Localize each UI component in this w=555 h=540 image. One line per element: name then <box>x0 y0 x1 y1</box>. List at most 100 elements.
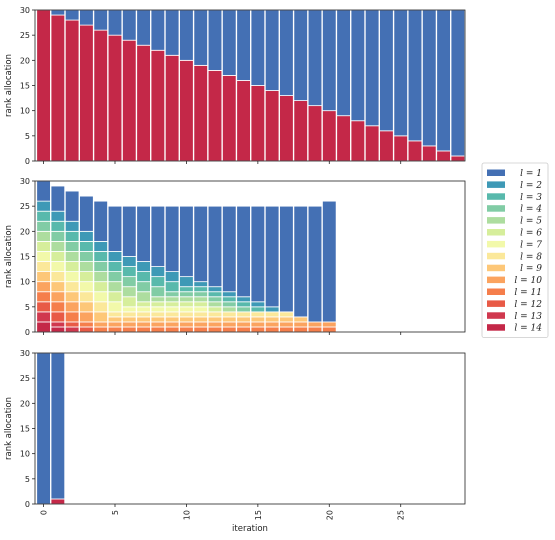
bar-segment-l9 <box>93 311 108 323</box>
bar-segment-l1 <box>322 9 337 112</box>
bar-stack <box>79 195 94 333</box>
bar-segment-l14 <box>107 34 123 162</box>
legend-item: l = 3 <box>487 193 542 203</box>
bar-segment-l2 <box>222 291 237 298</box>
bar-segment-l9 <box>136 316 151 323</box>
y-tick-label: 5 <box>25 132 30 141</box>
bar-segment-l7 <box>164 306 180 313</box>
bar-segment-l7 <box>93 291 108 303</box>
bar-stack <box>264 9 280 162</box>
legend-label: l = 1 <box>520 169 542 179</box>
y-axis-label: rank allocation <box>4 397 14 460</box>
bar-segment-l1 <box>422 9 437 147</box>
bar-segment-l1 <box>136 9 151 46</box>
bar-segment-l14 <box>79 24 94 162</box>
bar-segment-l1 <box>307 9 323 107</box>
bar-segment-l4 <box>236 306 251 313</box>
bar-segment-l3 <box>64 230 80 242</box>
bar-segment-l10 <box>79 311 94 323</box>
x-tick-label: 15 <box>254 510 263 520</box>
legend-swatch <box>487 276 505 284</box>
bar-segment-l14 <box>364 125 380 162</box>
bar-stack <box>307 205 323 333</box>
y-axis-label: rank allocation <box>4 54 14 117</box>
bar-stack <box>122 205 137 333</box>
bar-stack <box>164 205 180 333</box>
bar-segment-l6 <box>93 281 108 293</box>
bar-segment-l9 <box>107 316 123 323</box>
bar-segment-l5 <box>179 296 194 303</box>
bar-stack <box>264 205 280 333</box>
bar-segment-l11 <box>207 326 223 333</box>
bar-segment-l14 <box>164 54 180 162</box>
bar-segment-l10 <box>222 321 237 328</box>
bar-stack <box>193 205 208 333</box>
bar-segment-l6 <box>79 271 94 283</box>
bar-stack <box>150 205 166 333</box>
bar-segment-l7 <box>107 301 123 313</box>
bar-segment-l5 <box>79 261 94 272</box>
y-tick-label: 25 <box>20 31 30 40</box>
bar-segment-l6 <box>150 301 166 308</box>
y-tick-label: 0 <box>25 328 30 337</box>
bar-stack <box>207 9 223 162</box>
bar-segment-l1 <box>193 205 208 283</box>
bar-segment-l7 <box>122 306 137 313</box>
bar-segment-l2 <box>107 251 123 262</box>
bar-segment-l1 <box>136 205 151 262</box>
bar-segment-l6 <box>136 301 151 308</box>
bar-segment-l14 <box>336 115 351 162</box>
bar-segment-l9 <box>207 316 223 323</box>
bar-segment-l1 <box>307 205 323 323</box>
bar-segment-l1 <box>236 9 251 81</box>
bar-segment-l2 <box>250 301 266 308</box>
bar-segment-l6 <box>50 251 66 262</box>
bar-segment-l3 <box>236 301 251 308</box>
bar-segment-l9 <box>236 316 251 323</box>
bar-segment-l11 <box>222 326 237 333</box>
bar-segment-l4 <box>50 230 66 242</box>
bar-segment-l1 <box>393 9 408 137</box>
bar-segment-l11 <box>136 326 151 333</box>
bar-stack <box>436 9 451 162</box>
bar-segment-l1 <box>250 9 266 86</box>
legend-label: l = 9 <box>520 264 542 274</box>
bar-segment-l13 <box>64 326 80 333</box>
bar-stack <box>236 205 251 333</box>
bar-segment-l4 <box>193 291 208 298</box>
bar-stack <box>36 180 51 333</box>
legend-item: l = 8 <box>487 252 542 262</box>
bar-segment-l2 <box>179 276 194 288</box>
bar-segment-l10 <box>93 321 108 328</box>
legend-swatch <box>487 193 505 200</box>
bar-segment-l6 <box>122 296 137 308</box>
bar-segment-l1 <box>207 9 223 71</box>
legend-swatch <box>487 205 505 212</box>
bar-segment-l5 <box>164 296 180 303</box>
bar-segment-l10 <box>64 301 80 313</box>
bar-segment-l12 <box>79 326 94 333</box>
legend-swatch <box>487 312 505 319</box>
bar-segment-l11 <box>293 326 308 333</box>
bar-segment-l5 <box>36 230 51 242</box>
x-tick-label: 25 <box>397 510 406 520</box>
bar-segment-l4 <box>164 291 180 298</box>
bar-segment-l14 <box>36 9 51 162</box>
bar-segment-l2 <box>122 256 137 267</box>
legend-label: l = 3 <box>520 193 542 203</box>
bar-stack <box>207 205 223 333</box>
bar-segment-l14 <box>222 75 237 162</box>
bar-stack <box>364 9 380 162</box>
bar-segment-l10 <box>279 321 294 328</box>
bar-segment-l1 <box>36 180 51 202</box>
bar-segment-l10 <box>164 321 180 328</box>
bar-segment-l10 <box>150 321 166 328</box>
bar-segment-l3 <box>207 291 223 298</box>
bar-segment-l7 <box>179 306 194 313</box>
bar-segment-l2 <box>264 306 280 313</box>
y-tick-label: 20 <box>20 56 30 65</box>
bar-segment-l1 <box>279 205 294 313</box>
bar-segment-l8 <box>193 311 208 318</box>
bar-segment-l8 <box>207 311 223 318</box>
bar-segment-l1 <box>336 9 351 117</box>
